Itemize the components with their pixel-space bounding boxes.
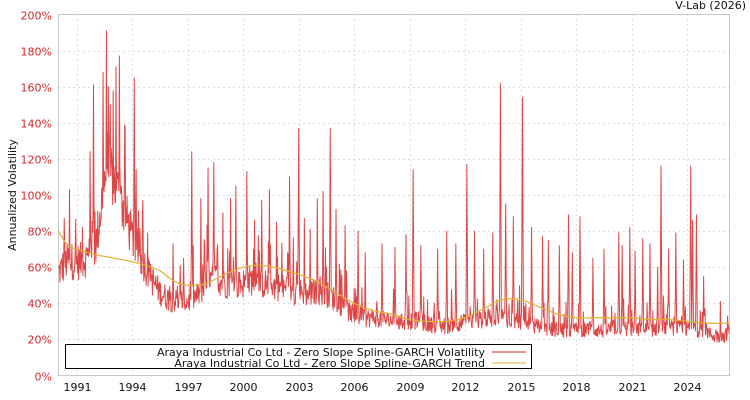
x-tick-label: 2003	[286, 381, 314, 394]
y-tick-label: 20%	[28, 334, 52, 347]
x-tick-label: 1997	[175, 381, 203, 394]
x-tick-label: 2021	[619, 381, 647, 394]
y-tick-label: 140%	[21, 118, 52, 131]
credit-label: V-Lab (2026)	[675, 0, 746, 12]
x-tick-label: 2024	[674, 381, 702, 394]
y-tick-label: 160%	[21, 82, 52, 95]
y-axis-label: Annualized Volatility	[6, 139, 19, 251]
x-tick-label: 1994	[119, 381, 147, 394]
x-tick-label: 2012	[452, 381, 480, 394]
trend-line	[57, 230, 730, 324]
x-axis-ticks: 1991 1994 1997 2000 2003 2006 2009 2012 2015 2018…	[64, 381, 702, 394]
y-tick-label: 200%	[21, 10, 52, 23]
grid-lines	[58, 14, 730, 376]
legend-label-trend: Araya Industrial Co Ltd - Zero Slope Spl…	[174, 357, 485, 370]
y-tick-label: 80%	[28, 226, 52, 239]
x-tick-label: 2018	[563, 381, 591, 394]
x-tick-label: 2009	[397, 381, 425, 394]
volatility-line	[58, 30, 730, 344]
x-tick-label: 2000	[230, 381, 258, 394]
y-tick-label: 0%	[35, 371, 52, 384]
y-axis-ticks: 0% 20% 40% 60% 80% 100% 120% 140% 160% 180% 200%	[21, 10, 52, 384]
legend-label-volatility: Araya Industrial Co Ltd - Zero Slope Spl…	[157, 346, 486, 359]
y-tick-label: 60%	[28, 262, 52, 275]
plot-frame	[58, 14, 730, 376]
y-tick-label: 100%	[21, 190, 52, 203]
x-tick-label: 2006	[341, 381, 369, 394]
y-tick-label: 40%	[28, 298, 52, 311]
x-tick-label: 2015	[508, 381, 536, 394]
y-tick-label: 120%	[21, 154, 52, 167]
trend-series	[57, 230, 730, 324]
legend: Araya Industrial Co Ltd - Zero Slope Spl…	[65, 344, 532, 370]
volatility-series	[58, 30, 730, 344]
y-tick-label: 180%	[21, 46, 52, 59]
legend-box	[65, 344, 532, 369]
x-tick-label: 1991	[64, 381, 92, 394]
